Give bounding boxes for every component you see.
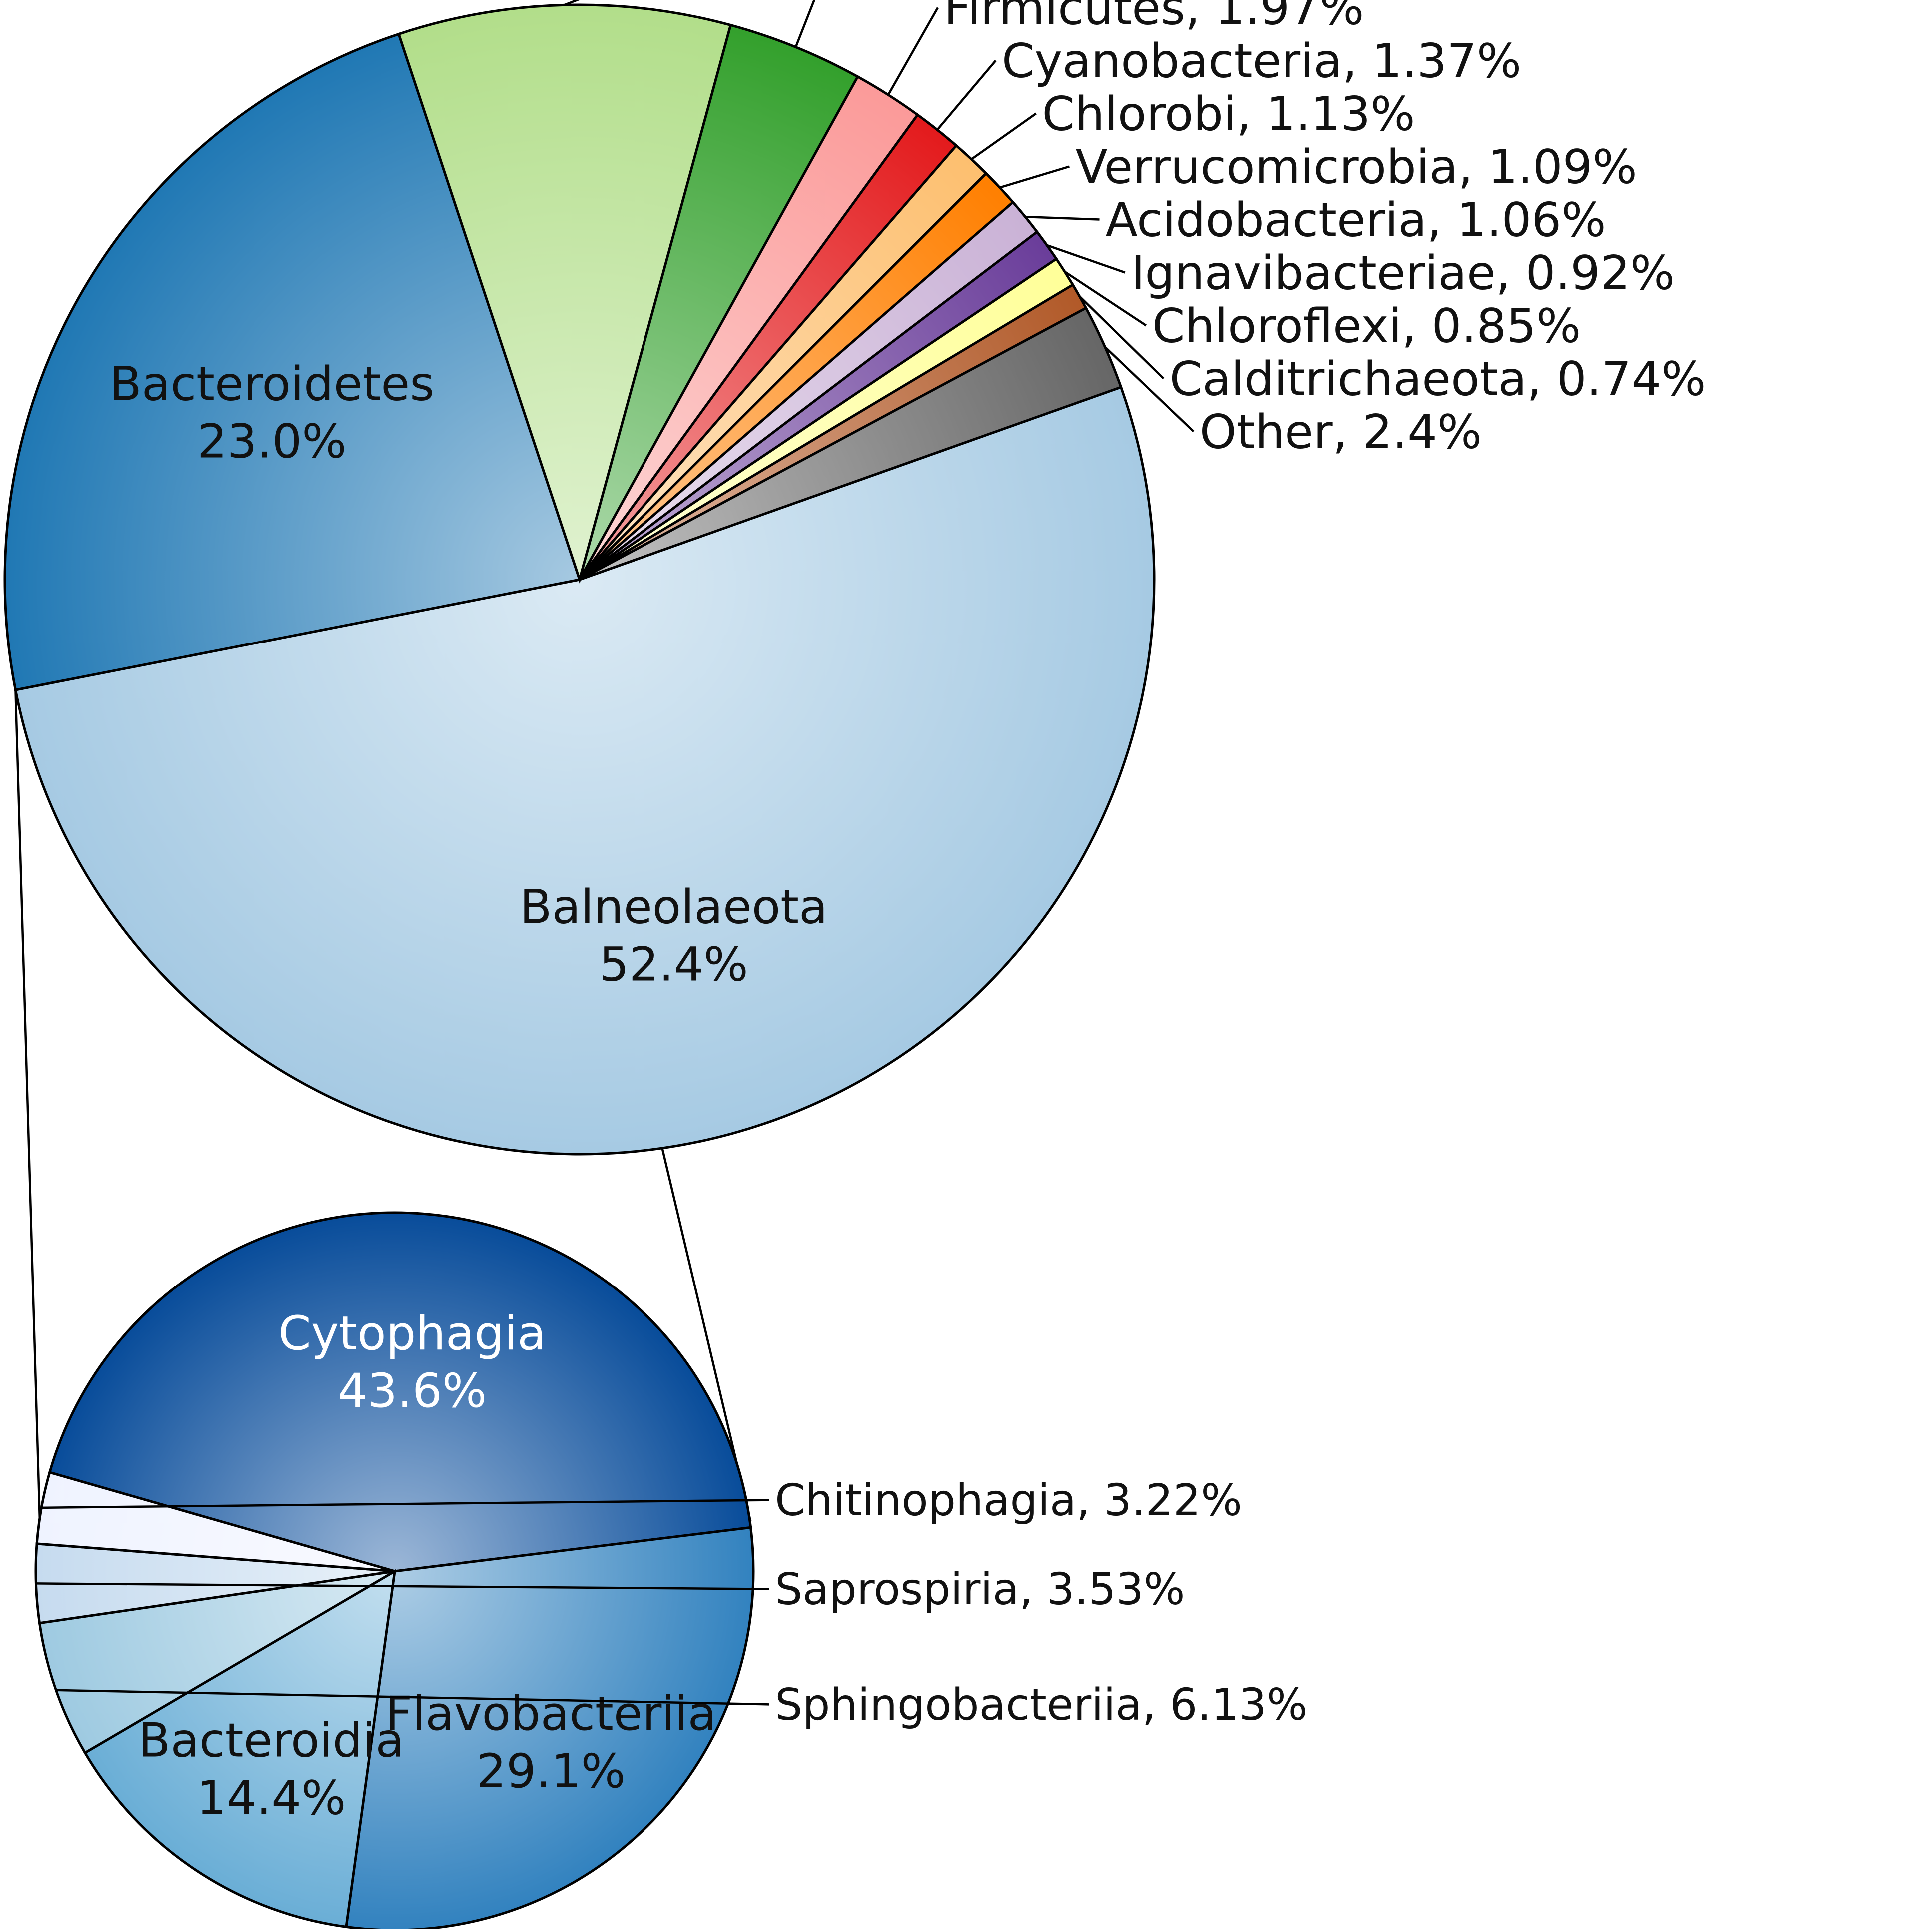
slice-cytophagia bbox=[48, 1211, 752, 1573]
slice-balneolaeota bbox=[14, 385, 1156, 1156]
sub-label-cytophagia: Cytophagia 43.6% bbox=[278, 1306, 546, 1418]
label-chloroflexi: Chloroflexi, 0.85% bbox=[1152, 299, 1581, 353]
leader-line-chloroflexi bbox=[1064, 271, 1147, 327]
label-acidobacteria: Acidobacteria, 1.06% bbox=[1106, 193, 1606, 247]
slice-bacteroidetes bbox=[3, 32, 582, 691]
leader-line-sphingobacteriia bbox=[56, 1689, 769, 1706]
leader-line-ignavibacteriae bbox=[1046, 244, 1126, 274]
sub-label-chitinophagia: Chitinophagia, 3.22% bbox=[775, 1475, 1242, 1526]
slice-bacteroidia bbox=[83, 1569, 397, 1929]
sub-label-flavobacteriia: Flavobacteriia 29.1% bbox=[385, 1687, 716, 1799]
main-pie bbox=[3, 3, 1156, 1156]
slice-labels: Balneolaeota 52.4% Bacteroidetes 23.0% Cytop… bbox=[36, 0, 1706, 1825]
label-chlorobi: Chlorobi, 1.13% bbox=[1042, 87, 1415, 141]
label-ignavibacteriae: Ignavibacteriae, 0.92% bbox=[1131, 246, 1675, 300]
sub-label-bacteroidia: Bacteroidia 14.4% bbox=[138, 1713, 404, 1825]
leader-line-other bbox=[1104, 346, 1195, 433]
leader-line-firmicutes bbox=[887, 7, 939, 96]
label-firmicutes: Firmicutes, 1.97% bbox=[944, 0, 1364, 35]
sub-pie-bacteroidetes bbox=[34, 1211, 755, 1929]
label-calditrichaeota: Calditrichaeota, 0.74% bbox=[1170, 352, 1706, 406]
sub-label-sphingobacteriia: Sphingobacteriia, 6.13% bbox=[775, 1679, 1307, 1730]
label-verrucomicrobia: Verrucomicrobia, 1.09% bbox=[1075, 140, 1637, 194]
leader-line-verrucomicrobia bbox=[999, 165, 1070, 189]
connector-line-left bbox=[14, 689, 43, 1570]
slice-flavobacteriia bbox=[345, 1526, 755, 1929]
label-cyanobacteria: Cyanobacteria, 1.37% bbox=[1002, 34, 1521, 88]
slice-rhodothermaota bbox=[578, 23, 860, 581]
sub-label-saprospiria: Saprospiria, 3.53% bbox=[775, 1564, 1185, 1615]
slice-proteobacteria bbox=[397, 3, 732, 584]
leader-line-calditrichaeota bbox=[1078, 295, 1165, 380]
leader-line-saprospiria bbox=[36, 1582, 769, 1590]
leader-line-rhodothermaota bbox=[794, 0, 816, 48]
leader-line-cyanobacteria bbox=[936, 60, 997, 131]
leader-line-chlorobi bbox=[971, 112, 1037, 160]
leader-line-acidobacteria bbox=[1025, 215, 1100, 221]
leader-line-chitinophagia bbox=[41, 1499, 769, 1509]
label-other: Other, 2.4% bbox=[1200, 405, 1482, 459]
label-balneolaeota: Balneolaeota 52.4% bbox=[520, 880, 828, 992]
label-bacteroidetes: Bacteroidetes 23.0% bbox=[109, 357, 434, 469]
slice-other bbox=[579, 306, 1123, 581]
